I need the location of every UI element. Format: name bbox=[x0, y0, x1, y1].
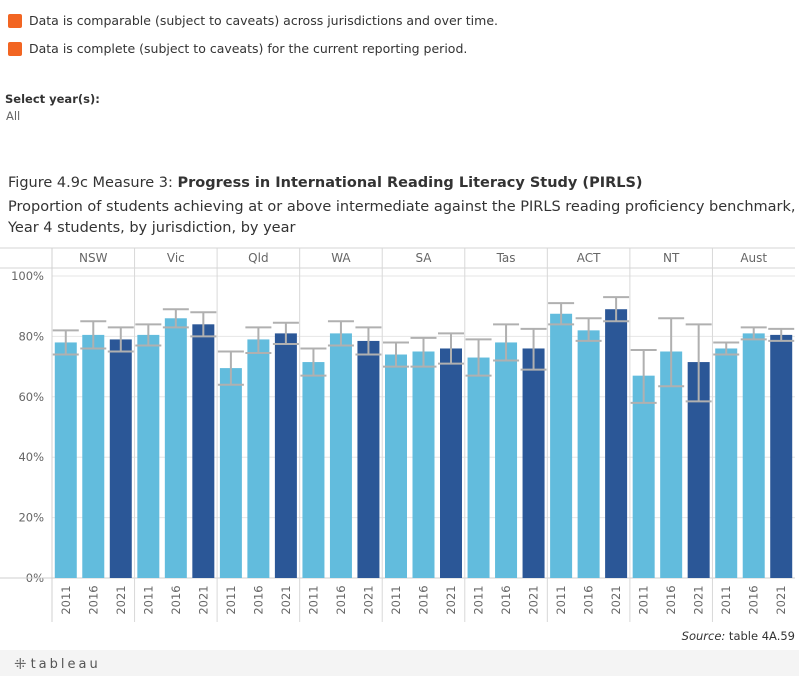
legend-label-comparable: Data is comparable (subject to caveats) … bbox=[29, 13, 498, 28]
x-tick-label: 2011 bbox=[637, 585, 651, 614]
x-tick-label: 2011 bbox=[719, 585, 733, 614]
figure-title: Figure 4.9c Measure 3: Progress in Inter… bbox=[8, 175, 643, 191]
bar-wa-2016[interactable] bbox=[329, 333, 352, 578]
x-tick-label: 2016 bbox=[169, 585, 183, 614]
x-tick-label: 2021 bbox=[692, 585, 706, 614]
x-tick-label: 2021 bbox=[279, 585, 293, 614]
bar-act-2021[interactable] bbox=[605, 309, 628, 578]
x-tick-label: 2011 bbox=[59, 585, 73, 614]
x-tick-label: 2021 bbox=[527, 585, 541, 614]
bar-qld-2016[interactable] bbox=[247, 339, 270, 578]
bar-sa-2021[interactable] bbox=[440, 348, 462, 578]
tableau-plus-icon: ⁜ bbox=[14, 655, 27, 673]
x-tick-label: 2021 bbox=[609, 585, 623, 614]
bar-vic-2021[interactable] bbox=[192, 324, 215, 578]
legend-item-complete: Data is complete (subject to caveats) fo… bbox=[8, 41, 467, 56]
x-tick-label: 2011 bbox=[224, 585, 238, 614]
bar-nsw-2016[interactable] bbox=[82, 334, 105, 578]
source-text: table 4A.59 bbox=[725, 629, 795, 643]
legend-label-complete: Data is complete (subject to caveats) fo… bbox=[29, 41, 468, 56]
jurisdiction-header-wa: WA bbox=[331, 251, 351, 265]
jurisdiction-header-aust: Aust bbox=[740, 251, 767, 265]
bar-aust-2021[interactable] bbox=[770, 334, 793, 578]
figure-subtitle: Proportion of students achieving at or a… bbox=[8, 199, 796, 236]
legend-swatch-comparable bbox=[8, 13, 22, 28]
x-tick-label: 2021 bbox=[444, 585, 458, 614]
x-tick-label: 2016 bbox=[664, 585, 678, 614]
year-filter-title: Select year(s): bbox=[5, 92, 100, 106]
x-tick-label: 2021 bbox=[114, 585, 128, 614]
jurisdiction-header-nsw: NSW bbox=[79, 251, 108, 265]
source-note: Source: table 4A.59 bbox=[682, 629, 795, 643]
tableau-logo[interactable]: ⁜ tableau bbox=[14, 655, 101, 673]
legend-swatch-complete bbox=[8, 41, 22, 56]
bar-vic-2011[interactable] bbox=[137, 334, 160, 578]
bar-sa-2011[interactable] bbox=[385, 354, 407, 578]
x-tick-label: 2016 bbox=[499, 585, 513, 614]
bar-qld-2011[interactable] bbox=[219, 368, 242, 578]
footer-bar bbox=[0, 650, 799, 676]
x-tick-label: 2016 bbox=[747, 585, 761, 614]
y-tick-label: 40% bbox=[18, 450, 44, 464]
bar-tas-2016[interactable] bbox=[495, 342, 518, 578]
jurisdiction-header-nt: NT bbox=[663, 251, 680, 265]
bar-nsw-2021[interactable] bbox=[109, 339, 132, 578]
bar-nsw-2011[interactable] bbox=[54, 342, 77, 578]
x-tick-label: 2011 bbox=[554, 585, 568, 614]
x-tick-label: 2016 bbox=[86, 585, 100, 614]
bar-nt-2011[interactable] bbox=[632, 375, 655, 578]
bar-act-2011[interactable] bbox=[550, 313, 573, 578]
bar-nt-2016[interactable] bbox=[660, 351, 683, 579]
x-tick-label: 2021 bbox=[196, 585, 210, 614]
x-tick-label: 2021 bbox=[361, 585, 375, 614]
jurisdiction-header-sa: SA bbox=[415, 251, 432, 265]
x-tick-label: 2011 bbox=[472, 585, 486, 614]
bar-nt-2021[interactable] bbox=[687, 362, 710, 578]
jurisdiction-header-tas: Tas bbox=[496, 251, 516, 265]
x-tick-label: 2016 bbox=[582, 585, 596, 614]
y-tick-label: 80% bbox=[18, 329, 44, 343]
y-tick-label: 100% bbox=[11, 269, 44, 283]
x-tick-label: 2011 bbox=[141, 585, 155, 614]
bar-aust-2011[interactable] bbox=[715, 348, 738, 578]
bar-tas-2011[interactable] bbox=[467, 357, 490, 578]
figure-title-bold: Progress in International Reading Litera… bbox=[177, 175, 643, 191]
y-tick-label: 20% bbox=[18, 511, 44, 525]
bar-qld-2021[interactable] bbox=[274, 333, 297, 578]
jurisdiction-header-qld: Qld bbox=[248, 251, 268, 265]
tableau-logo-text: tableau bbox=[30, 656, 101, 672]
year-filter-dropdown[interactable]: All bbox=[6, 109, 21, 123]
x-tick-label: 2011 bbox=[306, 585, 320, 614]
bar-act-2016[interactable] bbox=[577, 330, 600, 578]
source-label: Source: bbox=[681, 629, 726, 643]
y-tick-label: 60% bbox=[18, 390, 44, 404]
legend-item-comparable: Data is comparable (subject to caveats) … bbox=[8, 13, 498, 28]
x-tick-label: 2016 bbox=[251, 585, 265, 614]
figure-title-prefix: Figure 4.9c Measure 3: bbox=[8, 175, 178, 191]
jurisdiction-header-vic: Vic bbox=[167, 251, 185, 265]
x-tick-label: 2011 bbox=[389, 585, 403, 614]
bar-tas-2021[interactable] bbox=[522, 348, 545, 578]
x-tick-label: 2016 bbox=[334, 585, 348, 614]
x-tick-label: 2016 bbox=[417, 585, 431, 614]
bar-wa-2021[interactable] bbox=[357, 340, 380, 578]
bar-sa-2016[interactable] bbox=[412, 351, 435, 579]
jurisdiction-header-act: ACT bbox=[577, 251, 601, 265]
x-tick-label: 2021 bbox=[774, 585, 788, 614]
bar-wa-2011[interactable] bbox=[302, 362, 325, 578]
bar-vic-2016[interactable] bbox=[164, 318, 187, 578]
bar-aust-2016[interactable] bbox=[742, 333, 765, 578]
